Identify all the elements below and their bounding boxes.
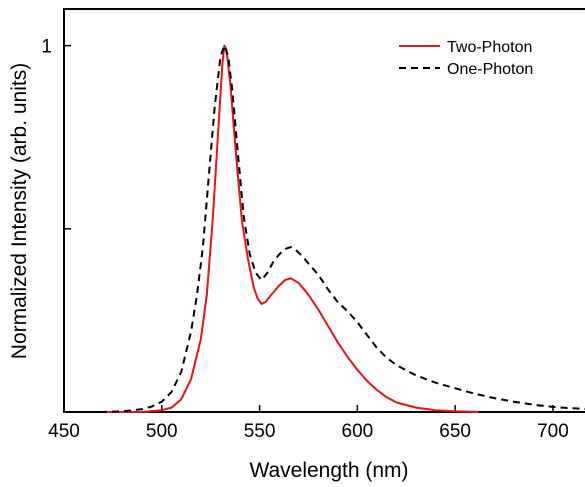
x-tick-label: 650 <box>439 421 471 442</box>
series-line-0 <box>103 44 479 413</box>
x-tick-label: 450 <box>48 421 80 442</box>
legend: Two-Photon One-Photon <box>399 39 533 78</box>
y-axis-label: Normalized Intensity (arb. units) <box>8 63 31 359</box>
legend-label-1: One-Photon <box>447 61 533 78</box>
x-tick-label: 600 <box>342 421 374 442</box>
series-layer <box>64 44 585 413</box>
x-tick-label: 500 <box>146 421 178 442</box>
x-axis-label: Wavelength (nm) <box>249 459 408 482</box>
series-line-1 <box>64 44 585 413</box>
x-axis-ticks: 450 500 550 600 650 700 <box>48 405 569 442</box>
x-tick-label: 700 <box>537 421 569 442</box>
legend-label-0: Two-Photon <box>447 39 532 56</box>
y-axis-ticks: 1 <box>41 37 71 413</box>
x-tick-label: 550 <box>244 421 276 442</box>
plot-frame <box>63 8 585 413</box>
y-tick-label: 1 <box>41 37 52 58</box>
